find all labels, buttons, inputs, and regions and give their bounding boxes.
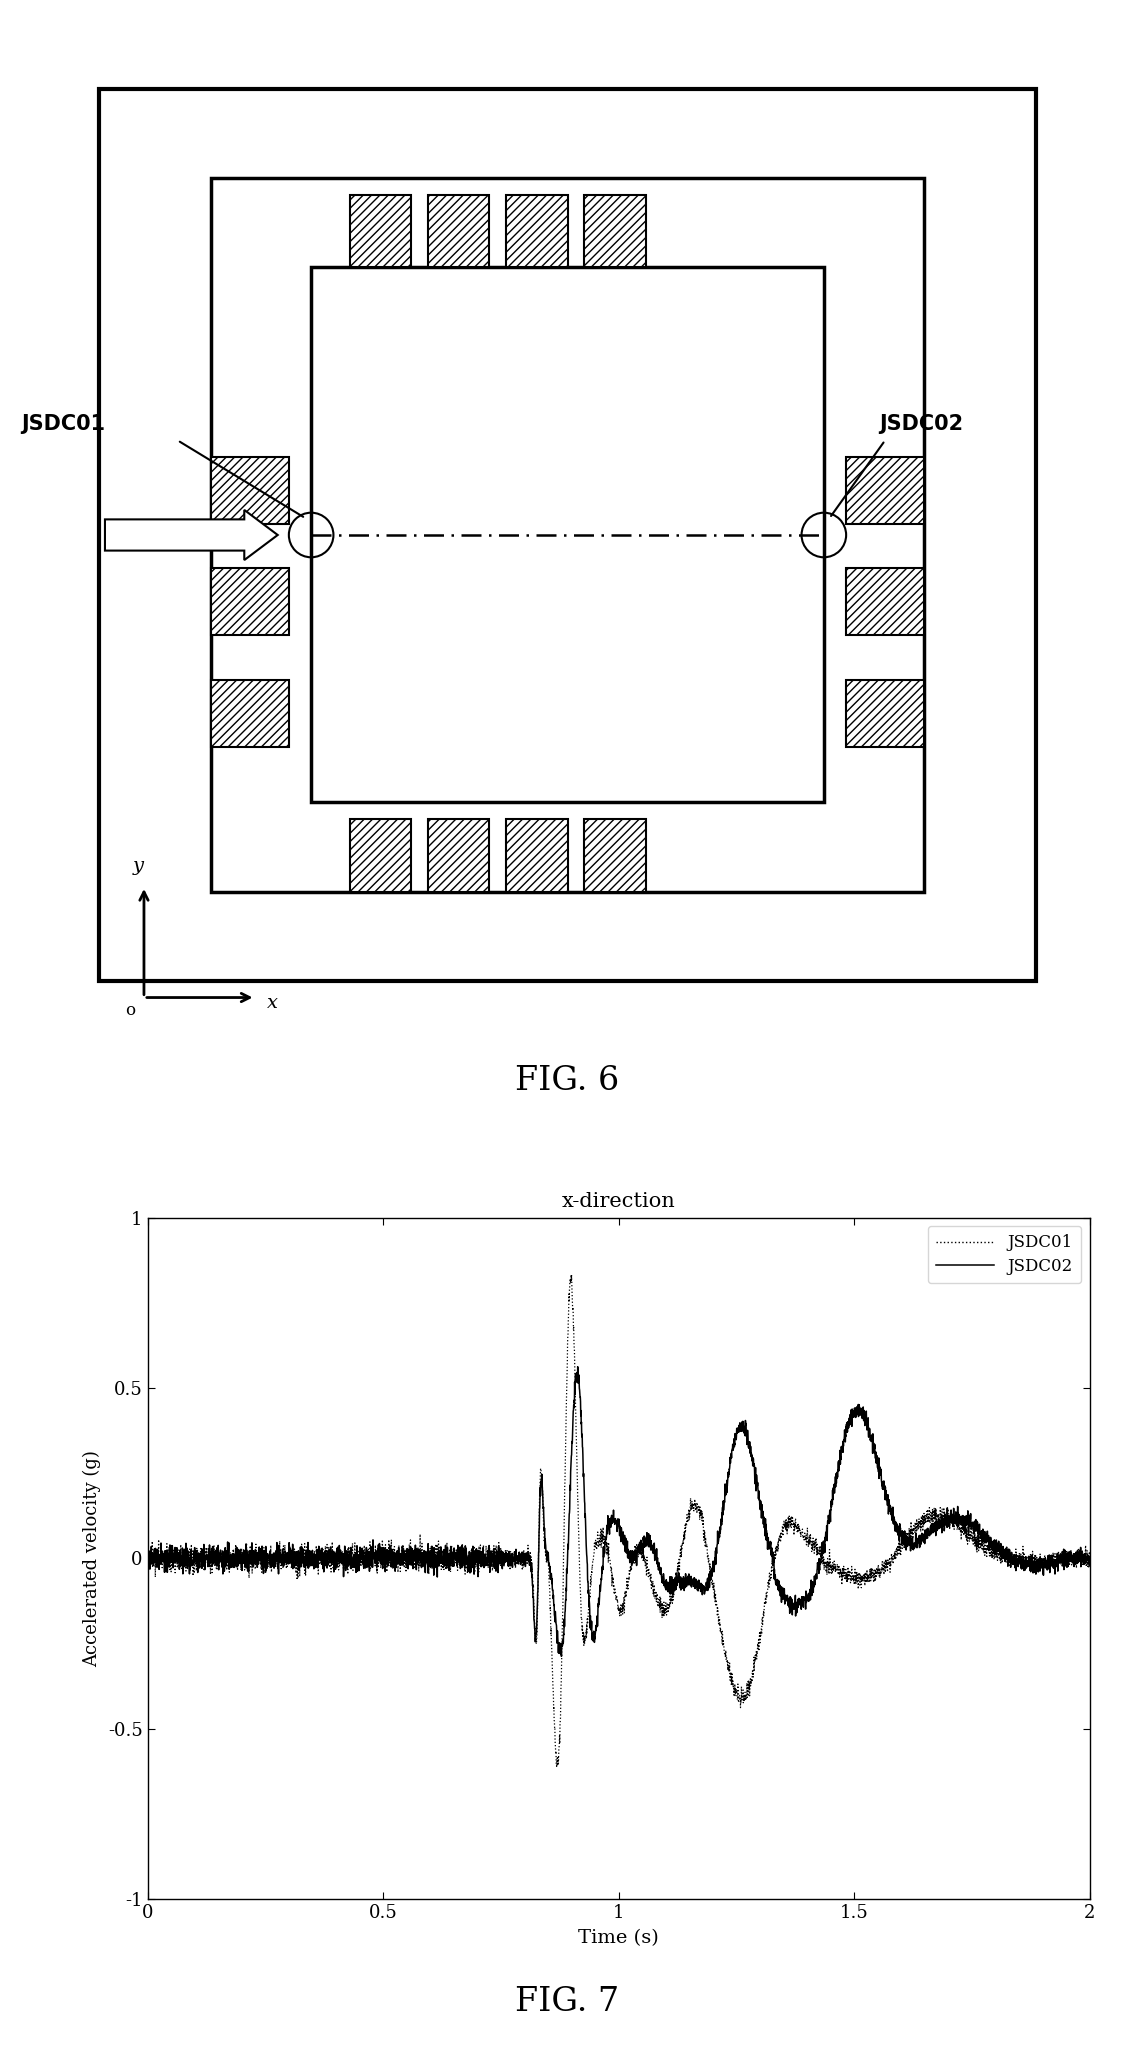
Legend: JSDC01, JSDC02: JSDC01, JSDC02 bbox=[927, 1226, 1082, 1284]
Line: JSDC02: JSDC02 bbox=[148, 1366, 1090, 1657]
Y-axis label: Accelerated velocity (g): Accelerated velocity (g) bbox=[83, 1449, 101, 1668]
JSDC01 bbox=[589, 1527, 603, 1552]
JSDC02 bbox=[571, 1354, 585, 1379]
Text: FIG. 7: FIG. 7 bbox=[515, 1986, 620, 2019]
Text: y: y bbox=[133, 857, 144, 875]
Bar bbox=[211, 456, 289, 524]
JSDC01 bbox=[1054, 1552, 1068, 1577]
Text: o: o bbox=[126, 1003, 136, 1020]
JSDC02 bbox=[537, 1496, 550, 1521]
Text: x: x bbox=[267, 995, 278, 1011]
Bar bbox=[351, 196, 412, 268]
Text: JSDC02: JSDC02 bbox=[880, 413, 964, 433]
JSDC01 bbox=[544, 1622, 557, 1647]
JSDC02 bbox=[1008, 1552, 1022, 1577]
Bar bbox=[506, 196, 568, 268]
Bar bbox=[506, 819, 568, 892]
JSDC02 bbox=[141, 1538, 154, 1562]
JSDC02 bbox=[825, 1492, 839, 1517]
JSDC01 bbox=[141, 1548, 154, 1573]
Bar bbox=[428, 196, 489, 268]
JSDC02 bbox=[544, 1567, 557, 1591]
Text: JSDC01: JSDC01 bbox=[22, 413, 106, 433]
Text: FIG. 6: FIG. 6 bbox=[515, 1065, 620, 1098]
Bar bbox=[585, 196, 646, 268]
JSDC01 bbox=[564, 1263, 578, 1288]
FancyArrow shape bbox=[104, 510, 278, 559]
JSDC02 bbox=[589, 1618, 603, 1643]
JSDC01 bbox=[825, 1560, 839, 1585]
JSDC01 bbox=[1083, 1544, 1096, 1569]
Bar bbox=[211, 679, 289, 747]
Bar bbox=[311, 268, 824, 803]
JSDC02 bbox=[555, 1645, 569, 1670]
JSDC02 bbox=[1083, 1552, 1096, 1577]
JSDC01 bbox=[537, 1503, 550, 1527]
JSDC01 bbox=[1008, 1548, 1022, 1573]
Bar bbox=[211, 178, 924, 892]
Bar bbox=[428, 819, 489, 892]
Bar bbox=[846, 568, 924, 636]
Bar bbox=[351, 819, 412, 892]
Line: JSDC01: JSDC01 bbox=[148, 1276, 1090, 1767]
Bar bbox=[585, 819, 646, 892]
X-axis label: Time (s): Time (s) bbox=[578, 1928, 659, 1946]
Bar bbox=[211, 568, 289, 636]
Title: x-direction: x-direction bbox=[562, 1191, 675, 1212]
JSDC01 bbox=[550, 1754, 564, 1779]
Bar bbox=[846, 679, 924, 747]
Bar bbox=[100, 89, 1035, 980]
Bar bbox=[846, 456, 924, 524]
JSDC02 bbox=[1054, 1544, 1068, 1569]
